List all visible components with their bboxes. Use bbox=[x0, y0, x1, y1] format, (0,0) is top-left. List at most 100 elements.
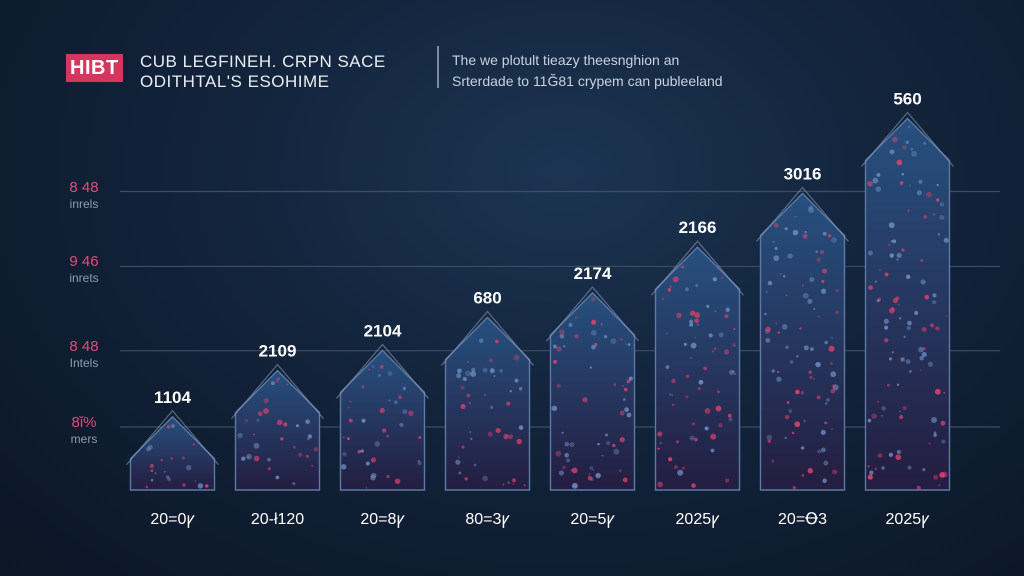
bar-particle bbox=[809, 277, 815, 282]
bar-particle bbox=[513, 354, 520, 361]
bar-particle bbox=[283, 422, 288, 427]
bar-particle bbox=[408, 410, 414, 417]
bar-particle bbox=[277, 377, 280, 380]
bar-particle bbox=[160, 459, 163, 462]
bar-particle bbox=[694, 437, 698, 442]
bar-particle bbox=[365, 486, 368, 489]
bar-particle bbox=[253, 433, 255, 436]
bar-particle bbox=[896, 159, 903, 166]
bar-particle bbox=[305, 454, 309, 459]
bar-particle bbox=[461, 445, 465, 449]
bar-particle bbox=[908, 369, 912, 373]
bar-group bbox=[756, 186, 849, 491]
bar-particle bbox=[874, 467, 878, 471]
bar-particle bbox=[939, 472, 946, 478]
bar-roof-outline bbox=[861, 111, 954, 167]
bar-particle bbox=[888, 452, 893, 458]
bar-particle bbox=[360, 449, 364, 453]
bar-particle bbox=[503, 433, 509, 440]
bar-particle bbox=[145, 485, 149, 489]
bar-particle bbox=[923, 142, 927, 145]
bar-particle bbox=[462, 376, 467, 382]
bar-particle bbox=[911, 150, 918, 157]
bar-particle bbox=[931, 416, 937, 423]
bar-particle bbox=[932, 212, 936, 216]
bar-particle bbox=[458, 471, 462, 475]
bar-particle bbox=[241, 456, 246, 461]
bar-particle bbox=[888, 243, 891, 247]
chart-subtitle: The we plotult tieazy theesnghion an Srt… bbox=[452, 50, 723, 92]
bar-particle bbox=[935, 301, 937, 303]
bar-particle bbox=[884, 325, 889, 330]
bar-particle bbox=[914, 310, 919, 315]
bar-particle bbox=[669, 285, 673, 288]
bar-particle bbox=[809, 375, 813, 379]
bar-particle bbox=[902, 406, 907, 411]
bar-particle bbox=[943, 391, 946, 394]
bar-particle bbox=[571, 467, 578, 474]
bar-particle bbox=[263, 408, 269, 414]
bar-particle bbox=[939, 202, 944, 207]
bar-particle bbox=[562, 465, 566, 470]
bar-particle bbox=[807, 468, 813, 474]
bar-particle bbox=[921, 352, 927, 358]
bar-particle bbox=[896, 383, 900, 386]
bar-particle bbox=[820, 429, 826, 436]
y-tick-value: 9 46 bbox=[69, 253, 99, 271]
bar-particle bbox=[831, 384, 836, 388]
bar-particle bbox=[166, 425, 171, 429]
bar-particle bbox=[828, 345, 835, 352]
bar-particle bbox=[457, 368, 462, 374]
bar-particle bbox=[163, 470, 166, 473]
bar-particle bbox=[813, 377, 816, 380]
y-tick-unit: inrets bbox=[69, 271, 99, 286]
bar-particle bbox=[466, 393, 471, 398]
bar-particle bbox=[783, 275, 786, 278]
bar-particle bbox=[867, 418, 872, 423]
bar-particle bbox=[901, 172, 905, 176]
bar-particle bbox=[716, 390, 720, 394]
bar-particle bbox=[832, 384, 839, 391]
bar-particle bbox=[556, 346, 562, 352]
bar-particle bbox=[704, 408, 711, 414]
bar-particle bbox=[779, 272, 782, 275]
bar-particle bbox=[789, 360, 794, 364]
bar-particle bbox=[899, 414, 904, 420]
bar-particle bbox=[626, 379, 631, 384]
bar-particle bbox=[506, 401, 511, 406]
bar-particle bbox=[776, 370, 780, 374]
y-tick-label: 9 46 inrets bbox=[54, 254, 114, 286]
bar-particle bbox=[775, 322, 778, 325]
bar-particle bbox=[884, 338, 889, 343]
bar-particle bbox=[767, 439, 771, 443]
bar-particle bbox=[589, 366, 593, 369]
bar-particle bbox=[482, 475, 488, 482]
bar-particle bbox=[466, 360, 470, 364]
bar-particle bbox=[555, 450, 562, 457]
bar-particle bbox=[935, 326, 940, 331]
bar-roof-outline bbox=[651, 240, 744, 296]
bar-particle bbox=[508, 434, 513, 440]
bar-particle bbox=[703, 366, 707, 371]
bar-particle bbox=[685, 374, 690, 379]
bar-particle bbox=[465, 370, 471, 377]
bar-particle bbox=[613, 383, 617, 386]
bar-particle bbox=[773, 255, 780, 262]
bar-particle bbox=[682, 466, 685, 470]
bar-particle bbox=[489, 358, 493, 363]
bar-particle bbox=[728, 417, 733, 422]
bar-group bbox=[651, 240, 744, 491]
bar-particle bbox=[368, 368, 371, 371]
bar-particle bbox=[668, 457, 673, 462]
bar bbox=[444, 316, 531, 491]
bar-particle bbox=[507, 481, 510, 484]
bar-particle bbox=[787, 253, 793, 259]
bar-particle bbox=[718, 423, 723, 428]
bar-particle bbox=[706, 304, 710, 308]
bar-particle bbox=[619, 437, 625, 443]
bar-particle bbox=[696, 323, 700, 326]
bar-particle bbox=[509, 390, 512, 393]
y-tick-unit: inrels bbox=[69, 196, 99, 211]
bar-particle bbox=[387, 371, 393, 376]
bar-particle bbox=[257, 411, 263, 417]
